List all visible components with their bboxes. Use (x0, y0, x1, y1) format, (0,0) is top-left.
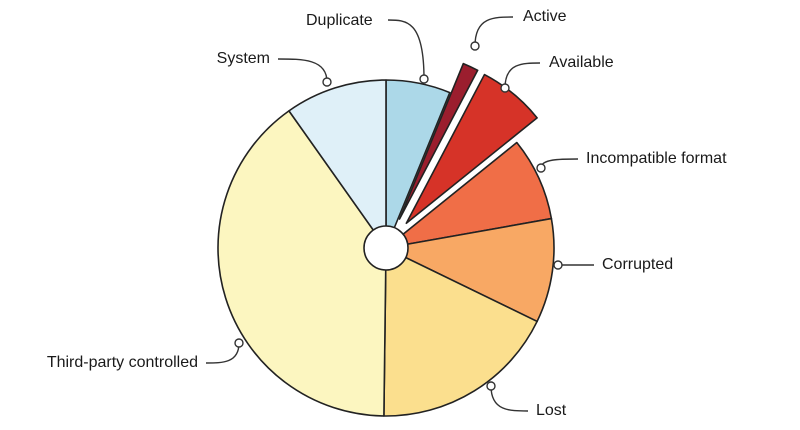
leader-dot-corrupted (553, 260, 563, 270)
leader-dot-available (500, 83, 510, 93)
center-hole (363, 225, 409, 271)
leader-line-system (277, 58, 328, 83)
pie-slices (217, 62, 555, 417)
pie-labels: Duplicate Active Available Incompatible for… (47, 8, 727, 419)
leader-line-duplicate (387, 19, 425, 80)
leader-line-incompatible-format (540, 158, 579, 169)
leader-line-third-party-controlled (205, 342, 240, 364)
pie-slice-third-party-controlled (217, 110, 387, 417)
pie-slice-corrupted (385, 217, 555, 323)
leader-line-active (474, 16, 514, 47)
slice-label-active: Active (523, 8, 567, 25)
slice-label-third-party-controlled: Third-party controlled (47, 354, 198, 371)
slice-label-system: System (217, 50, 270, 67)
slice-label-duplicate: Duplicate (306, 12, 373, 29)
pie-slice-system (288, 79, 387, 249)
slice-label-incompatible-format: Incompatible format (586, 150, 727, 167)
leader-dot-system (322, 77, 332, 87)
leader-line-lost (490, 385, 529, 412)
slice-label-corrupted: Corrupted (602, 256, 673, 273)
leader-dot-lost (486, 381, 496, 391)
leader-dot-third-party-controlled (234, 338, 244, 348)
leader-line-available (504, 62, 541, 89)
pie-slice-available (405, 73, 538, 225)
pie-slice-lost (383, 247, 538, 417)
slice-label-lost: Lost (536, 402, 567, 419)
leader-dot-duplicate (419, 74, 429, 84)
slice-label-available: Available (549, 54, 614, 71)
pie-slice-active (398, 62, 479, 220)
leader-dot-active (470, 41, 480, 51)
leader-dot-incompatible-format (536, 163, 546, 173)
